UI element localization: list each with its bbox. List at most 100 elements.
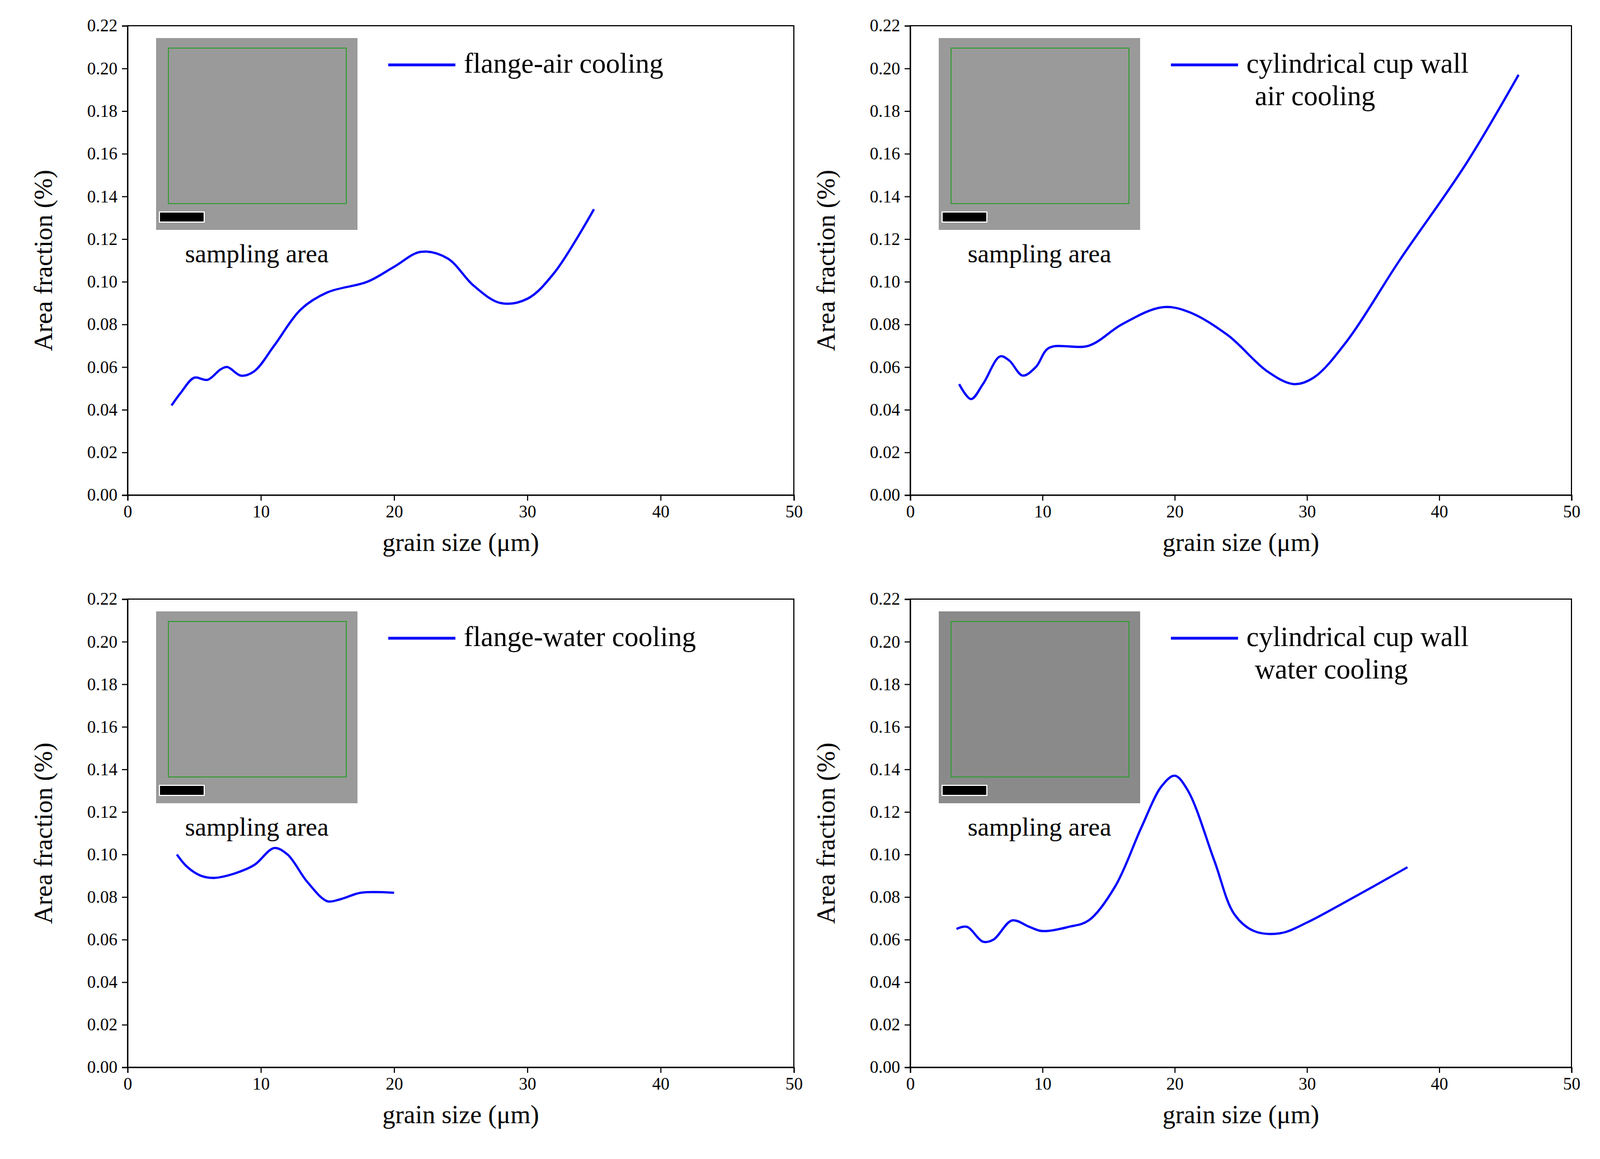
y-tick-mark xyxy=(904,196,911,198)
x-tick-mark xyxy=(1042,495,1044,501)
y-tick-label: 0.16 xyxy=(87,143,118,164)
y-tick-label: 0.06 xyxy=(87,929,118,950)
y-tick-label: 0.02 xyxy=(87,442,118,463)
y-tick-mark xyxy=(121,409,128,411)
y-tick-label: 0.00 xyxy=(869,485,901,505)
x-tick: 10 xyxy=(252,1067,270,1094)
y-tick-mark xyxy=(121,110,128,112)
y-tick-label: 0.02 xyxy=(869,1014,901,1035)
y-tick-mark xyxy=(904,281,911,283)
x-tick-label: 40 xyxy=(652,1074,670,1094)
plot-frame xyxy=(127,599,794,1068)
x-tick-label: 30 xyxy=(1298,1074,1316,1094)
x-axis-line xyxy=(910,1067,1573,1074)
x-tick-label: 10 xyxy=(252,1074,270,1094)
y-tick-label: 0.14 xyxy=(869,186,901,207)
y-tick-mark xyxy=(121,684,128,686)
x-axis-title: grain size (μm) xyxy=(382,1100,539,1129)
y-tick-mark xyxy=(121,854,128,856)
y-tick-mark xyxy=(904,684,911,686)
x-tick: 40 xyxy=(652,1067,670,1094)
y-tick-label: 0.08 xyxy=(869,314,901,334)
y-tick: 0.18 xyxy=(869,101,911,121)
x-tick: 30 xyxy=(519,1067,537,1094)
y-tick: 0.14 xyxy=(87,186,128,207)
y-tick-label: 0.12 xyxy=(869,802,901,822)
y-tick-mark xyxy=(904,110,911,112)
y-tick: 0.22 xyxy=(869,15,911,36)
y-tick-label: 0.22 xyxy=(869,589,901,609)
x-axis-title: grain size (μm) xyxy=(382,528,539,557)
x-tick: 10 xyxy=(1033,495,1052,522)
x-tick-mark xyxy=(1571,495,1573,501)
y-tick: 0.18 xyxy=(87,101,128,121)
y-tick-label: 0.20 xyxy=(869,58,901,79)
y-tick-label: 0.04 xyxy=(869,400,901,420)
inset-sampling-box xyxy=(168,621,347,778)
inset-scale-bar xyxy=(159,785,205,796)
x-tick-label: 0 xyxy=(123,501,133,522)
y-tick-mark xyxy=(904,641,911,643)
y-tick: 0.12 xyxy=(869,229,911,249)
x-tick: 0 xyxy=(906,1067,916,1094)
legend-label: cylindrical cup wallwater cooling xyxy=(1246,620,1469,685)
x-axis: 01020304050 xyxy=(906,495,1581,522)
x-tick-label: 40 xyxy=(652,501,670,522)
x-tick-label: 30 xyxy=(519,1074,537,1094)
x-tick-label: 20 xyxy=(385,501,403,522)
y-tick-mark xyxy=(121,238,128,240)
x-tick-label: 0 xyxy=(123,1074,133,1094)
y-tick-label: 0.18 xyxy=(869,101,901,121)
annotation: sampling area xyxy=(967,812,1112,842)
y-tick: 0.14 xyxy=(869,759,911,780)
plot-frame xyxy=(127,25,794,496)
annotation: sampling area xyxy=(967,239,1112,268)
y-tick: 0.02 xyxy=(869,442,911,463)
y-tick-mark xyxy=(904,323,911,326)
plot-area xyxy=(176,848,394,902)
y-axis-title: Area fraction (%) xyxy=(29,169,58,351)
y-tick-label: 0.22 xyxy=(87,589,118,609)
y-tick: 0.08 xyxy=(869,887,911,907)
x-tick-mark xyxy=(526,1067,529,1074)
y-axis-line xyxy=(121,26,129,496)
y-tick-label: 0.18 xyxy=(87,101,118,121)
y-tick-mark xyxy=(121,452,128,454)
y-tick-label: 0.00 xyxy=(87,485,118,505)
y-tick: 0.16 xyxy=(87,143,128,164)
plot-frame xyxy=(910,25,1572,496)
x-tick-label: 40 xyxy=(1431,501,1449,522)
x-tick-label: 10 xyxy=(1033,501,1052,522)
x-tick-label: 20 xyxy=(1166,1074,1184,1094)
inset-scale-bar xyxy=(942,212,987,223)
y-tick: 0.22 xyxy=(869,589,911,609)
plot-area xyxy=(171,209,595,406)
inset-scale-bar xyxy=(942,785,987,796)
x-tick-mark xyxy=(526,495,529,501)
y-tick-mark xyxy=(121,281,128,283)
y-axis-line xyxy=(121,599,129,1068)
y-tick: 0.12 xyxy=(87,802,128,822)
y-tick-label: 0.10 xyxy=(869,844,901,865)
y-tick-mark xyxy=(904,1067,911,1069)
x-tick-label: 50 xyxy=(1563,1074,1581,1094)
y-axis-line xyxy=(904,26,911,496)
y-tick-mark xyxy=(121,323,128,326)
annotation: sampling area xyxy=(185,812,329,842)
y-tick: 0.00 xyxy=(87,1057,128,1077)
y-tick-label: 0.20 xyxy=(87,632,118,652)
x-axis-line xyxy=(128,1067,795,1074)
y-tick-label: 0.14 xyxy=(869,759,901,780)
inset-scale-bar xyxy=(159,212,205,223)
y-tick-label: 0.04 xyxy=(869,972,901,992)
inset-background xyxy=(938,611,1141,804)
y-tick: 0.16 xyxy=(869,143,911,164)
y-tick: 0.12 xyxy=(869,802,911,822)
y-tick: 0.10 xyxy=(869,844,911,865)
panel: 010203040500.000.020.040.060.080.100.120… xyxy=(811,15,1581,557)
x-tick: 20 xyxy=(1166,1067,1184,1094)
y-tick-label: 0.16 xyxy=(87,717,118,737)
legend-label: cylindrical cup wallair cooling xyxy=(1246,47,1469,112)
inset-sampling-box xyxy=(951,621,1129,778)
y-tick-mark xyxy=(121,196,128,198)
